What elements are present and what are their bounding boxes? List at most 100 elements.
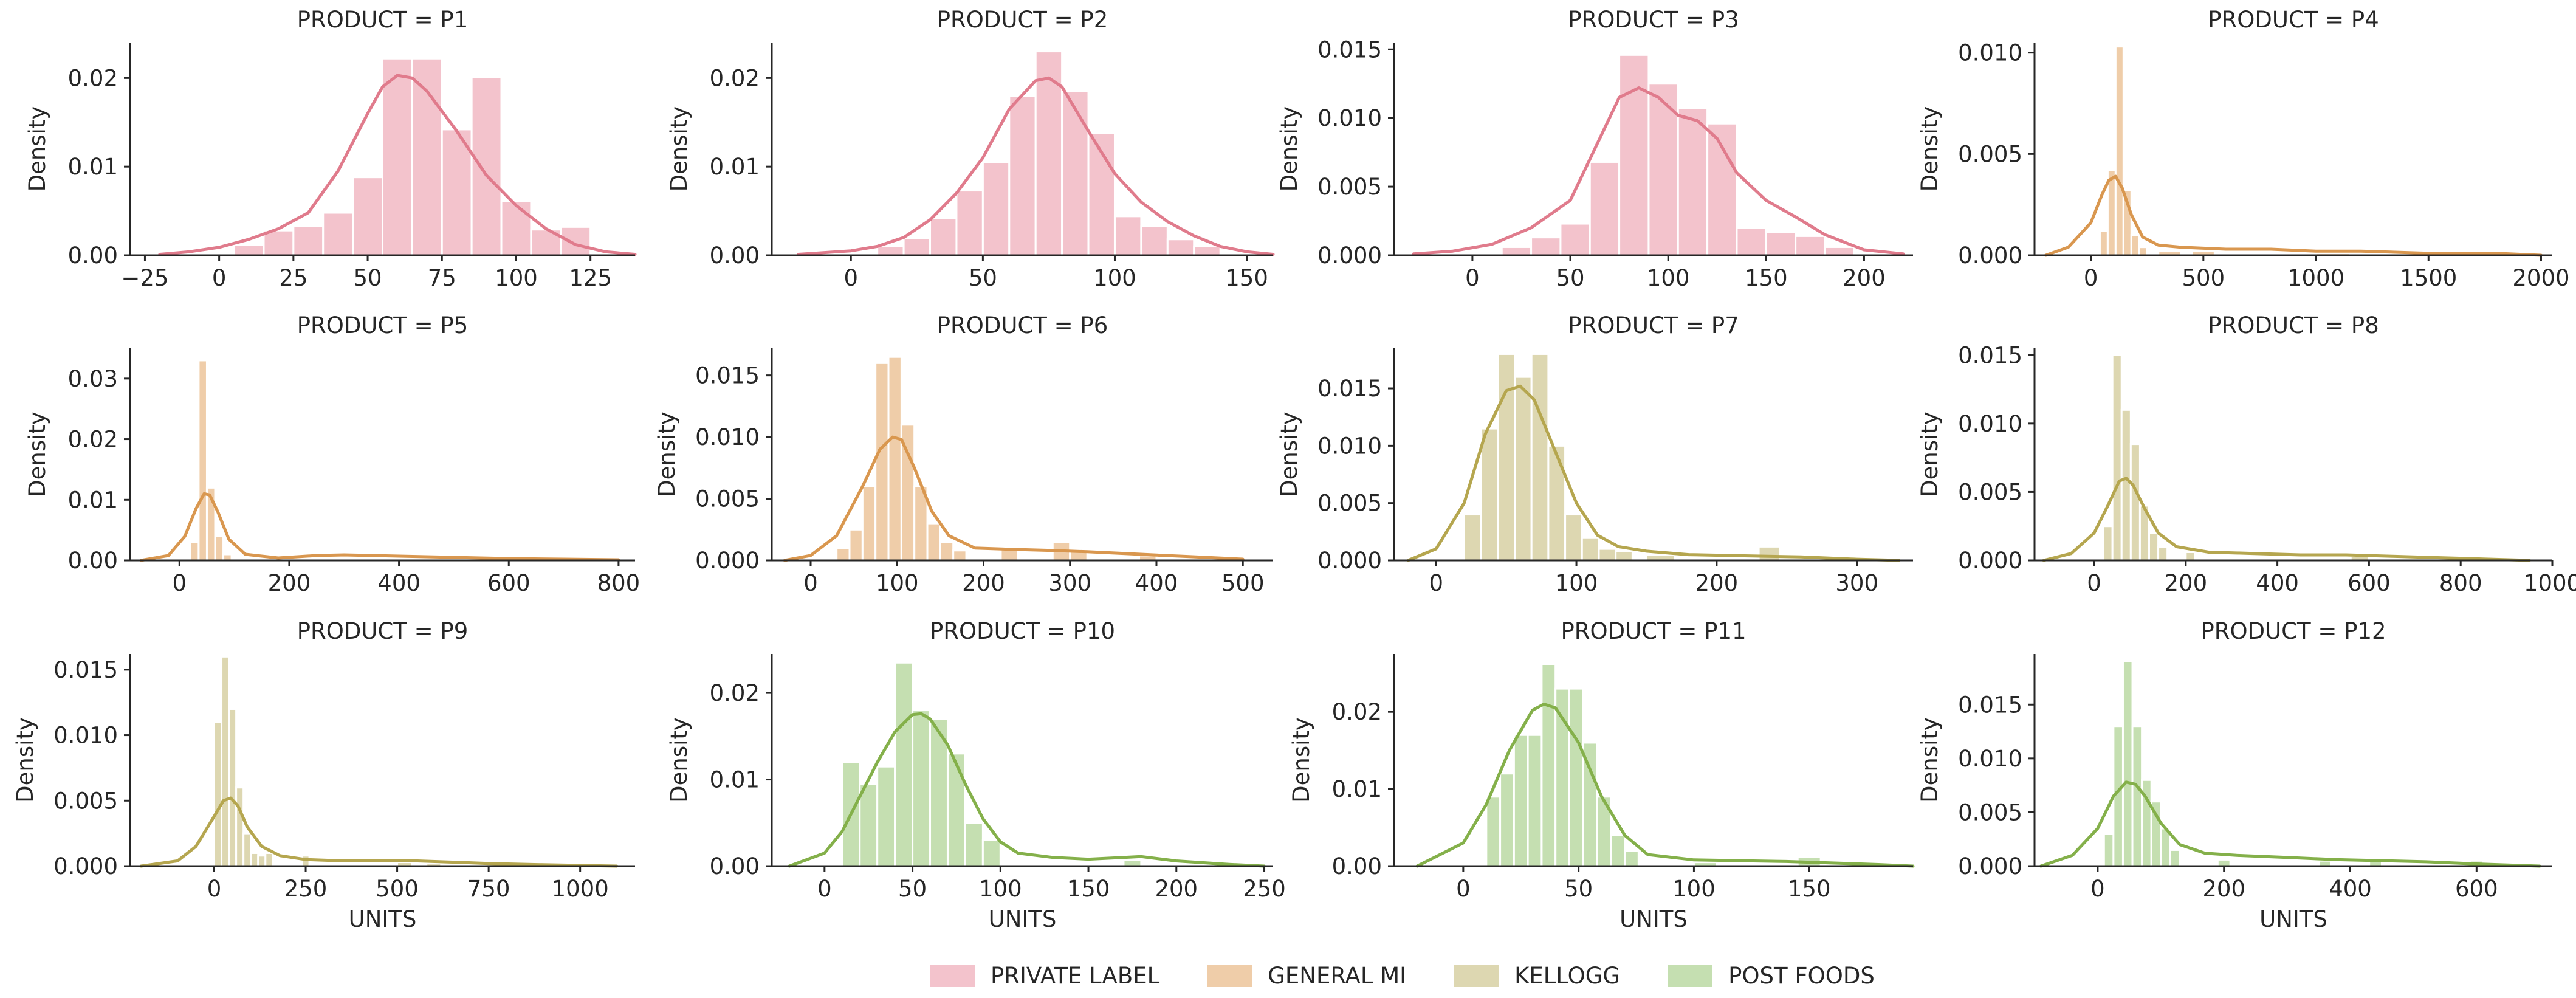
- y-tick-label: 0.005: [1958, 799, 2022, 825]
- kde-line: [2044, 174, 2543, 257]
- histogram-bar: [2098, 230, 2109, 256]
- x-tick-label: 50: [898, 876, 927, 902]
- x-tick-label: 200: [1155, 876, 1198, 902]
- histogram-bar: [1765, 231, 1797, 256]
- histogram-bar: [1677, 107, 1709, 256]
- histogram-bar: [1589, 160, 1621, 256]
- x-tick-label: 0: [212, 265, 227, 291]
- x-tick-label: 1000: [552, 876, 609, 902]
- x-tick-label: 1000: [2287, 265, 2344, 291]
- x-tick-label: 500: [376, 876, 419, 902]
- histogram-bar: [221, 655, 230, 867]
- x-tick-label: 200: [2202, 876, 2245, 902]
- histogram-bar: [1193, 245, 1221, 256]
- y-tick-label: 0.005: [1317, 174, 1382, 200]
- facet-title: PRODUCT = P8: [2208, 312, 2379, 339]
- x-tick-label: 500: [2182, 265, 2225, 291]
- y-tick-label: 0.015: [695, 363, 760, 389]
- y-tick-label: 0.02: [1332, 699, 1382, 725]
- y-tick-label: 0.01: [710, 767, 760, 793]
- y-tick-label: 0.010: [695, 424, 760, 450]
- x-tick-label: 400: [377, 570, 421, 596]
- histogram-bar: [1113, 215, 1142, 256]
- facet-title: PRODUCT = P6: [937, 312, 1108, 339]
- x-tick-label: 0: [2090, 876, 2105, 902]
- legend: PRIVATE LABEL GENERAL MI KELLOGG POST FO…: [930, 959, 1875, 992]
- histogram-bar: [1618, 53, 1650, 256]
- histogram-bar: [411, 57, 443, 256]
- y-tick-label: 0.00: [68, 243, 118, 269]
- x-tick-label: 0: [817, 876, 832, 902]
- facet-title: PRODUCT = P4: [2208, 7, 2379, 33]
- x-tick-label: 100: [979, 876, 1022, 902]
- y-axis-label: Density: [666, 717, 692, 803]
- y-tick-label: 0.015: [1958, 342, 2022, 368]
- x-tick-label: 100: [876, 570, 919, 596]
- x-tick-label: 50: [1564, 876, 1593, 902]
- facet-title: PRODUCT = P9: [297, 618, 469, 644]
- x-tick-label: 50: [969, 265, 997, 291]
- histogram-bar: [213, 721, 223, 867]
- histogram-bar: [1824, 246, 1855, 256]
- histogram-bar: [214, 535, 225, 562]
- x-tick-label: 250: [284, 876, 328, 902]
- histogram-bar: [257, 855, 267, 867]
- y-tick-label: 0.015: [1317, 376, 1382, 402]
- x-tick-label: 1000: [2524, 570, 2576, 596]
- histogram-bar: [929, 217, 958, 256]
- y-axis-label: Density: [1917, 106, 1943, 192]
- histogram-bar: [902, 237, 932, 256]
- histogram-bar: [2157, 545, 2169, 562]
- x-tick-label: 300: [1048, 570, 1091, 596]
- histogram-bar: [859, 783, 879, 867]
- histogram-bar: [1463, 514, 1482, 562]
- legend-swatch-private-label: [930, 964, 975, 987]
- x-tick-label: 100: [495, 265, 538, 291]
- y-tick-label: 0.02: [68, 427, 118, 453]
- legend-label-kellogg: KELLOGG: [1514, 962, 1621, 989]
- facet-title: PRODUCT = P11: [1561, 618, 1746, 644]
- histogram-bar: [2130, 234, 2140, 256]
- legend-label-post-foods: POST FOODS: [1728, 962, 1875, 989]
- y-tick-label: 0.01: [68, 154, 118, 180]
- histogram-bar: [1757, 545, 1781, 562]
- histogram-bar: [939, 541, 955, 562]
- y-tick-label: 0.01: [710, 154, 760, 180]
- histogram-bar: [1140, 225, 1169, 256]
- x-tick-label: 125: [569, 265, 612, 291]
- kde-line: [158, 74, 637, 256]
- y-axis-label: Density: [12, 717, 38, 803]
- histogram-bar: [189, 541, 200, 562]
- histogram-bar: [1559, 222, 1591, 256]
- x-tick-label: 25: [279, 265, 307, 291]
- y-tick-label: 0.00: [710, 243, 760, 269]
- x-axis-label: UNITS: [349, 906, 417, 932]
- y-tick-label: 0.01: [1332, 776, 1382, 802]
- y-tick-label: 0.005: [1317, 490, 1382, 517]
- histogram-bar: [250, 852, 259, 867]
- x-tick-label: 400: [1135, 570, 1178, 596]
- histogram-bar: [912, 709, 932, 867]
- x-tick-label: 600: [2455, 876, 2498, 902]
- y-tick-label: 0.005: [695, 486, 760, 512]
- histogram-bar: [1500, 246, 1533, 256]
- histogram-bar: [1706, 122, 1738, 256]
- kde-line: [1415, 703, 1915, 868]
- x-tick-label: 600: [2348, 570, 2391, 596]
- histogram-bar: [1540, 662, 1557, 867]
- x-axis-label: UNITS: [2259, 906, 2327, 932]
- histogram-bar: [264, 852, 274, 867]
- legend-swatch-post-foods: [1668, 964, 1713, 987]
- histogram-bar: [1554, 687, 1570, 867]
- y-tick-label: 0.010: [53, 723, 118, 749]
- y-tick-label: 0.000: [1958, 243, 2022, 269]
- x-tick-label: 300: [1835, 570, 1878, 596]
- x-tick-label: 150: [1225, 265, 1268, 291]
- x-tick-label: 0: [173, 570, 187, 596]
- x-tick-label: 200: [2165, 570, 2208, 596]
- y-tick-label: 0.010: [1958, 746, 2022, 772]
- histogram-bar: [560, 225, 592, 256]
- histogram-bar: [352, 176, 384, 256]
- histogram-bar: [2102, 525, 2114, 562]
